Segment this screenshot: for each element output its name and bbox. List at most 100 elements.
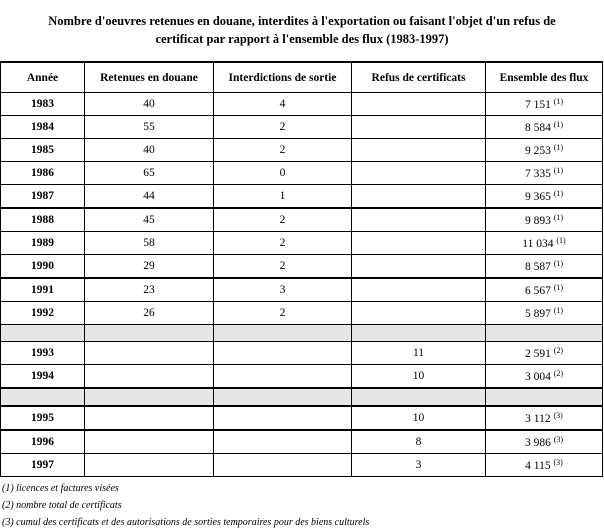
table-row: 1984 55 2 8 584 (1) <box>0 115 603 139</box>
interdictions-cell: 2 <box>213 138 352 162</box>
interdictions-cell: 2 <box>213 301 352 325</box>
empty-cell <box>84 324 214 342</box>
ensemble-cell: 6 567 (1) <box>485 277 603 302</box>
refus-cell: 10 <box>351 364 486 389</box>
retenues-cell <box>84 364 214 389</box>
data-table: Année Retenues en douane Interdictions d… <box>0 61 603 477</box>
header-ensemble: Ensemble des flux <box>485 61 603 93</box>
interdictions-cell <box>213 453 352 477</box>
retenues-cell: 58 <box>84 231 214 255</box>
footnote-ref: (3) <box>553 411 563 420</box>
footnote-ref: (1) <box>553 259 564 268</box>
ensemble-cell: 7 335 (1) <box>485 161 603 185</box>
empty-cell <box>485 387 603 407</box>
refus-cell <box>351 207 486 232</box>
retenues-cell: 23 <box>84 277 214 302</box>
interdictions-cell: 2 <box>213 254 352 279</box>
footnote-2: (2) nombre total de certificats <box>2 500 122 511</box>
year-cell: 1985 <box>0 138 85 162</box>
footnote-3: (3) cumul des certificats et des autoris… <box>2 517 370 528</box>
footnote-ref: (3) <box>553 458 563 467</box>
ensemble-cell: 9 253 (1) <box>485 138 603 162</box>
refus-cell <box>351 254 486 279</box>
table-row: 1997 3 4 115 (3) <box>0 453 603 477</box>
footnote-ref: (1) <box>553 143 564 152</box>
empty-cell <box>485 324 603 342</box>
retenues-cell: 40 <box>84 138 214 162</box>
ensemble-value: 8 587 <box>524 261 551 273</box>
table-row: 1995 10 3 112 (3) <box>0 405 603 431</box>
year-cell: 1989 <box>0 231 85 255</box>
retenues-cell: 29 <box>84 254 214 279</box>
ensemble-cell: 2 591 (2) <box>485 341 603 365</box>
table-row: 1994 10 3 004 (2) <box>0 364 603 389</box>
ensemble-value: 11 034 <box>522 238 554 250</box>
retenues-cell: 44 <box>84 184 214 209</box>
year-cell: 1988 <box>0 207 85 232</box>
title-line-2: certificat par rapport à l'ensemble des … <box>155 32 449 46</box>
empty-cell <box>213 387 352 407</box>
ensemble-cell: 3 004 (2) <box>485 364 603 389</box>
ensemble-cell: 9 365 (1) <box>485 184 603 209</box>
ensemble-cell: 11 034 (1) <box>485 231 603 255</box>
ensemble-value: 9 253 <box>524 145 551 157</box>
footnote-ref: (1) <box>556 236 566 245</box>
retenues-cell: 55 <box>84 115 214 139</box>
ensemble-value: 4 115 <box>525 460 551 472</box>
refus-cell <box>351 277 486 302</box>
ensemble-value: 5 897 <box>524 308 551 320</box>
refus-cell: 11 <box>351 341 486 365</box>
ensemble-value: 9 365 <box>524 191 551 203</box>
ensemble-value: 2 591 <box>524 348 551 360</box>
table-row: 1983 40 4 7 151 (1) <box>0 92 603 116</box>
year-cell: 1986 <box>0 161 85 185</box>
table-row: 1992 26 2 5 897 (1) <box>0 301 603 325</box>
footnote-ref: (3) <box>553 435 564 444</box>
ensemble-cell: 3 986 (3) <box>485 429 603 454</box>
footnote-1: (1) licences et factures visées <box>2 483 119 494</box>
refus-cell <box>351 161 486 185</box>
interdictions-cell: 3 <box>213 277 352 302</box>
interdictions-cell: 1 <box>213 184 352 209</box>
footnote-ref: (1) <box>553 166 564 175</box>
ensemble-value: 7 335 <box>524 168 551 180</box>
year-cell: 1993 <box>0 341 85 365</box>
table-row: 1985 40 2 9 253 (1) <box>0 138 603 162</box>
footnote-ref: (1) <box>553 120 564 129</box>
retenues-cell <box>84 453 214 477</box>
footnote-ref: (1) <box>553 97 564 106</box>
retenues-cell: 45 <box>84 207 214 232</box>
retenues-cell <box>84 341 214 365</box>
retenues-cell <box>84 429 214 454</box>
refus-cell <box>351 301 486 325</box>
empty-cell <box>0 387 85 407</box>
refus-cell <box>351 231 486 255</box>
retenues-cell: 26 <box>84 301 214 325</box>
refus-cell <box>351 138 486 162</box>
year-cell: 1983 <box>0 92 85 116</box>
retenues-cell: 65 <box>84 161 214 185</box>
ensemble-value: 9 893 <box>524 215 551 227</box>
table-row: 1987 44 1 9 365 (1) <box>0 184 603 209</box>
header-annee: Année <box>0 61 85 93</box>
year-cell: 1992 <box>0 301 85 325</box>
header-row: Année Retenues en douane Interdictions d… <box>0 61 603 93</box>
ensemble-cell: 9 893 (1) <box>485 207 603 232</box>
table-row: 1991 23 3 6 567 (1) <box>0 277 603 302</box>
table-row: 1988 45 2 9 893 (1) <box>0 207 603 232</box>
footnote-ref: (2) <box>553 346 564 355</box>
header-refus: Refus de certificats <box>351 61 486 93</box>
interdictions-cell: 4 <box>213 92 352 116</box>
interdictions-cell: 2 <box>213 115 352 139</box>
ensemble-value: 3 004 <box>524 371 551 383</box>
year-cell: 1987 <box>0 184 85 209</box>
interdictions-cell: 2 <box>213 207 352 232</box>
interdictions-cell <box>213 341 352 365</box>
table-title: Nombre d'oeuvres retenues en douane, int… <box>0 12 604 48</box>
footnote-ref: (1) <box>553 283 564 292</box>
table-row: 1996 8 3 986 (3) <box>0 429 603 454</box>
title-line-1: Nombre d'oeuvres retenues en douane, int… <box>48 14 556 28</box>
empty-cell <box>351 387 486 407</box>
table-row: 1990 29 2 8 587 (1) <box>0 254 603 279</box>
ensemble-value: 6 567 <box>524 285 551 297</box>
